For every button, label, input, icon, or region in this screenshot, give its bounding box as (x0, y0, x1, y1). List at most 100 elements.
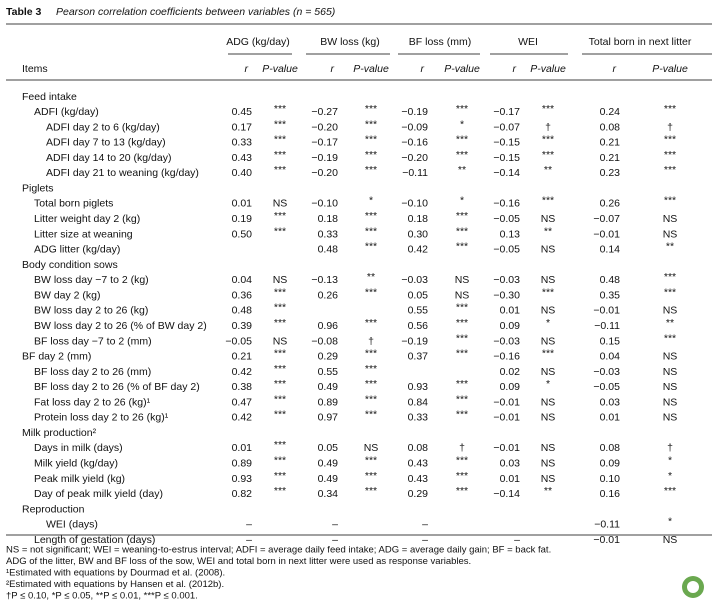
p-value: NS (273, 198, 288, 210)
r-value: 0.48 (318, 244, 339, 256)
r-value: 0.93 (232, 473, 253, 485)
footnote: †P ≤ 0.10, *P ≤ 0.05, **P ≤ 0.01, ***P ≤… (6, 591, 198, 602)
p-value: * (369, 195, 373, 207)
p-value: *** (274, 317, 286, 329)
r-value: 0.09 (600, 458, 621, 470)
subheader: P-value (530, 63, 566, 75)
r-value: 0.16 (600, 488, 621, 500)
r-value: −0.14 (493, 488, 520, 500)
r-value: 0.21 (232, 351, 253, 363)
r-value: 0.04 (600, 351, 621, 363)
r-value: 0.08 (600, 121, 621, 133)
p-value: † (368, 335, 374, 347)
r-value: 0.09 (500, 320, 521, 332)
p-value: NS (663, 396, 678, 408)
p-value: *** (274, 363, 286, 375)
r-value: 0.33 (232, 137, 253, 149)
r-value: −0.11 (594, 320, 620, 332)
r-value: 0.14 (600, 244, 621, 256)
p-value: NS (541, 412, 556, 424)
p-value: *** (365, 149, 377, 161)
p-value: *** (456, 225, 468, 237)
r-value: 0.34 (318, 488, 339, 500)
r-value: −0.08 (311, 335, 338, 347)
p-value: *** (456, 149, 468, 161)
p-value: NS (455, 289, 470, 301)
r-value: 0.43 (232, 152, 253, 164)
r-value: −0.09 (401, 121, 428, 133)
p-value: NS (541, 396, 556, 408)
r-value: 0.03 (600, 396, 621, 408)
p-value: NS (455, 274, 470, 286)
p-value: NS (663, 534, 678, 546)
section-label: Feed intake (22, 91, 77, 103)
p-value: *** (542, 195, 554, 207)
footnote: ¹Estimated with equations by Dourmad et … (6, 568, 225, 579)
footnote: ADG of the litter, BW and BF loss of the… (6, 556, 471, 567)
r-value: −0.16 (493, 198, 520, 210)
row-label: ADG litter (kg/day) (34, 244, 120, 256)
r-value: −0.19 (401, 335, 428, 347)
p-value: *** (365, 348, 377, 360)
r-value: 0.01 (232, 198, 253, 210)
p-value: *** (456, 134, 468, 146)
r-value: 0.05 (318, 442, 339, 454)
p-value: *** (456, 241, 468, 253)
r-value: 0.24 (600, 106, 621, 118)
p-value: *** (456, 210, 468, 222)
r-value: −0.20 (311, 121, 338, 133)
table-caption: Pearson correlation coefficients between… (56, 6, 335, 18)
subheader: P-value (262, 63, 298, 75)
p-value: *** (664, 103, 676, 115)
r-value: 0.21 (600, 152, 621, 164)
p-value: *** (365, 363, 377, 375)
r-value: 0.02 (500, 366, 521, 378)
subheader: r (513, 63, 517, 75)
p-value: * (546, 317, 550, 329)
p-value: NS (541, 442, 556, 454)
p-value: NS (663, 351, 678, 363)
r-value: 0.55 (318, 366, 339, 378)
p-value: NS (663, 305, 678, 317)
row-label: BW loss day 2 to 26 (% of BW day 2) (34, 320, 207, 332)
subheader: r (613, 63, 617, 75)
p-value: *** (274, 302, 286, 314)
p-value: *** (365, 241, 377, 253)
r-value: 0.21 (600, 137, 621, 149)
r-value: 0.08 (600, 442, 621, 454)
p-value: *** (664, 286, 676, 298)
r-value: 0.01 (500, 473, 521, 485)
group-header: BF loss (mm) (409, 36, 471, 48)
r-value: 0.26 (318, 289, 339, 301)
row-label: ADFI day 2 to 6 (kg/day) (46, 121, 160, 133)
row-label: Protein loss day 2 to 26 (kg)¹ (34, 412, 169, 424)
r-value: 0.37 (408, 351, 429, 363)
p-value: NS (273, 274, 288, 286)
r-value: 0.19 (232, 213, 253, 225)
row-label: Litter size at weaning (34, 228, 133, 240)
r-value: 0.82 (232, 488, 253, 500)
p-value: NS (541, 244, 556, 256)
r-value: 0.04 (232, 274, 253, 286)
row-label: ADFI day 7 to 13 (kg/day) (46, 137, 166, 149)
subheader: P-value (444, 63, 480, 75)
r-value: 0.18 (408, 213, 429, 225)
r-value: 0.48 (232, 305, 253, 317)
row-label: ADFI (kg/day) (34, 106, 99, 118)
p-value: *** (365, 286, 377, 298)
r-value: −0.11 (402, 167, 428, 179)
p-value: * (460, 118, 464, 130)
p-value: *** (274, 485, 286, 497)
row-label: Milk yield (kg/day) (34, 458, 118, 470)
r-value: −0.05 (493, 244, 520, 256)
r-value: 0.30 (408, 228, 429, 240)
p-value: NS (541, 305, 556, 317)
r-value: −0.03 (493, 274, 520, 286)
p-value: † (545, 121, 551, 133)
r-value: 0.09 (500, 381, 521, 393)
p-value: *** (365, 470, 377, 482)
r-value: – (422, 534, 428, 546)
r-value: 0.84 (408, 396, 429, 408)
r-value: 0.42 (232, 412, 253, 424)
